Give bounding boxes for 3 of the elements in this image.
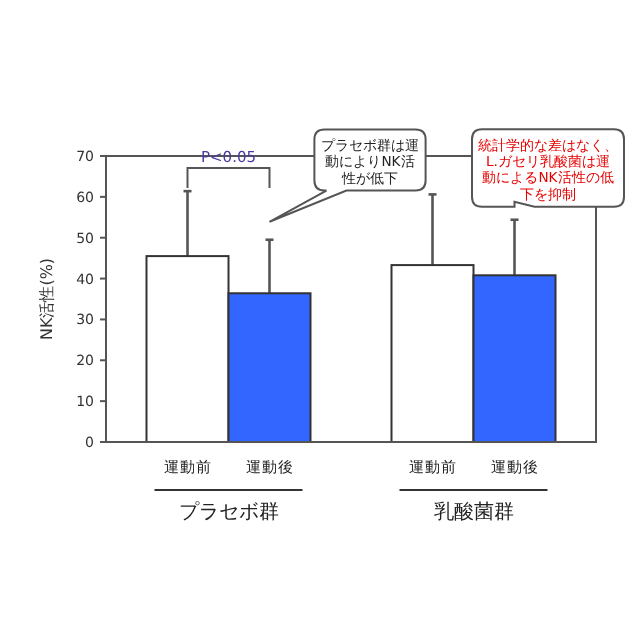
y-axis-title: NK活性(%) [38,257,56,341]
x-tick-label: プラセボ群 [178,500,279,524]
x-tick-label: 乳酸菌群 [433,500,514,524]
